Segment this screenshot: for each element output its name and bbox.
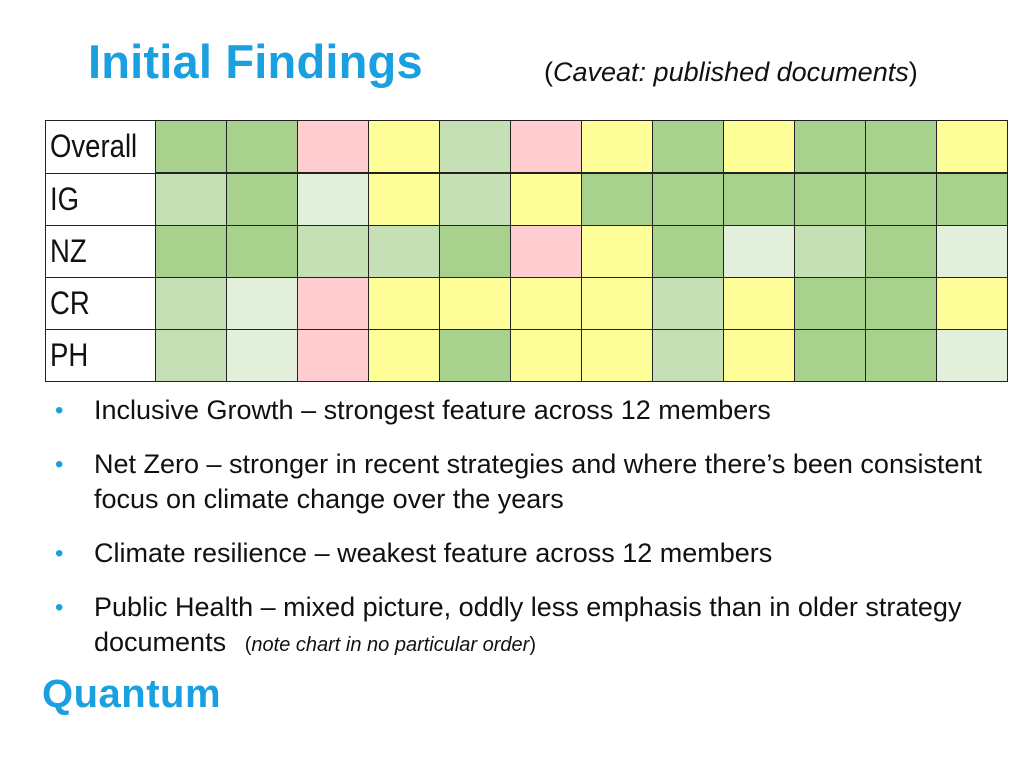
grid-cell-dark-green: [226, 225, 298, 278]
grid-cell-pink: [510, 225, 582, 278]
grid-cell-light-green: [936, 225, 1008, 278]
order-note: (note chart in no particular order): [234, 634, 536, 656]
grid-cell-mid-green: [439, 120, 511, 174]
bullet-net-zero: • Net Zero – stronger in recent strategi…: [55, 447, 995, 517]
grid-cell-yellow: [368, 120, 440, 174]
grid-cell-yellow: [439, 277, 511, 330]
grid-cell-light-green: [226, 277, 298, 330]
grid-cell-yellow: [510, 172, 582, 226]
grid-cell-dark-green: [865, 329, 937, 382]
grid-row-ph: PH: [45, 329, 1008, 382]
grid-cell-dark-green: [652, 172, 724, 226]
grid-cell-pink: [297, 329, 369, 382]
slide-title: Initial Findings: [88, 35, 423, 88]
grid-cell-dark-green: [936, 172, 1008, 226]
caveat-open-paren: (: [544, 57, 553, 87]
bullet-public-health: • Public Health – mixed picture, oddly l…: [55, 590, 995, 663]
grid-cell-yellow: [368, 329, 440, 382]
bullet-text: Public Health – mixed picture, oddly les…: [94, 592, 962, 657]
findings-grid: Overall IG NZ CR PH: [45, 120, 1008, 382]
grid-cell-mid-green: [652, 277, 724, 330]
grid-cell-yellow: [723, 120, 795, 174]
grid-cell-mid-green: [297, 225, 369, 278]
grid-cell-dark-green: [155, 120, 227, 174]
note-text: note chart in no particular order: [251, 634, 530, 656]
grid-cell-dark-green: [226, 172, 298, 226]
grid-cell-yellow: [581, 277, 653, 330]
row-label-text: NZ: [50, 233, 87, 269]
grid-cell-yellow: [581, 225, 653, 278]
grid-cell-dark-green: [581, 172, 653, 226]
bullet-text: Inclusive Growth – strongest feature acr…: [94, 395, 771, 425]
grid-row-cr: CR: [45, 277, 1008, 330]
grid-cell-dark-green: [439, 329, 511, 382]
grid-cell-dark-green: [652, 225, 724, 278]
grid-cell-dark-green: [155, 225, 227, 278]
grid-cell-dark-green: [439, 225, 511, 278]
note-open-paren: (: [244, 634, 252, 656]
grid-cell-mid-green: [155, 172, 227, 226]
grid-cell-light-green: [936, 329, 1008, 382]
grid-cell-dark-green: [794, 329, 866, 382]
grid-cell-mid-green: [155, 277, 227, 330]
bullet-inclusive-growth: • Inclusive Growth – strongest feature a…: [55, 393, 995, 428]
grid-cell-pink: [510, 120, 582, 174]
row-label: PH: [45, 329, 156, 382]
row-label: Overall: [45, 120, 156, 174]
grid-cell-dark-green: [865, 120, 937, 174]
grid-cell-dark-green: [794, 277, 866, 330]
row-label: IG: [45, 172, 156, 226]
caveat-close-paren: ): [908, 57, 918, 87]
bullet-text: Net Zero – stronger in recent strategies…: [94, 449, 982, 514]
bullet-icon: •: [55, 540, 64, 567]
bullet-icon: •: [55, 451, 64, 478]
grid-cell-mid-green: [155, 329, 227, 382]
grid-cell-dark-green: [723, 172, 795, 226]
grid-cell-dark-green: [794, 120, 866, 174]
grid-cell-pink: [297, 277, 369, 330]
grid-cell-mid-green: [652, 329, 724, 382]
grid-cell-yellow: [936, 120, 1008, 174]
grid-row-overall: Overall: [45, 120, 1008, 174]
row-label: NZ: [45, 225, 156, 278]
grid-row-nz: NZ: [45, 225, 1008, 278]
row-label-text: PH: [50, 337, 89, 373]
caveat-text: Caveat: published documents: [553, 57, 909, 87]
grid-cell-dark-green: [865, 172, 937, 226]
grid-cell-dark-green: [652, 120, 724, 174]
row-label-text: CR: [50, 285, 90, 321]
grid-cell-yellow: [723, 329, 795, 382]
grid-cell-dark-green: [226, 120, 298, 174]
grid-cell-pink: [297, 120, 369, 174]
row-label-text: Overall: [50, 128, 138, 165]
bullet-text: Climate resilience – weakest feature acr…: [94, 538, 773, 568]
grid-cell-yellow: [368, 172, 440, 226]
bullet-climate-resilience: • Climate resilience – weakest feature a…: [55, 536, 995, 571]
grid-cell-mid-green: [439, 172, 511, 226]
grid-cell-yellow: [581, 329, 653, 382]
row-label-text: IG: [50, 180, 80, 217]
grid-cell-dark-green: [794, 172, 866, 226]
grid-cell-yellow: [510, 277, 582, 330]
quantum-logo: Quantum: [42, 672, 222, 716]
caveat-note: (Caveat: published documents): [544, 57, 918, 88]
bullet-icon: •: [55, 397, 64, 424]
bullet-icon: •: [55, 594, 64, 621]
grid-row-ig: IG: [45, 172, 1008, 226]
grid-cell-dark-green: [865, 277, 937, 330]
note-close-paren: ): [529, 634, 536, 656]
grid-cell-light-green: [723, 225, 795, 278]
grid-cell-light-green: [297, 172, 369, 226]
grid-cell-dark-green: [865, 225, 937, 278]
grid-cell-yellow: [723, 277, 795, 330]
grid-cell-mid-green: [368, 225, 440, 278]
grid-cell-yellow: [936, 277, 1008, 330]
grid-cell-yellow: [581, 120, 653, 174]
row-label: CR: [45, 277, 156, 330]
grid-cell-yellow: [510, 329, 582, 382]
grid-cell-light-green: [226, 329, 298, 382]
findings-list: • Inclusive Growth – strongest feature a…: [55, 393, 995, 682]
grid-cell-yellow: [368, 277, 440, 330]
grid-cell-mid-green: [794, 225, 866, 278]
